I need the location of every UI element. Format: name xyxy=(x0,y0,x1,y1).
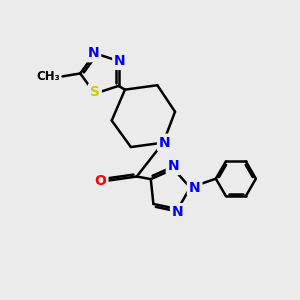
Text: N: N xyxy=(88,46,99,60)
Text: O: O xyxy=(94,174,106,188)
Text: N: N xyxy=(114,54,126,68)
Text: CH₃: CH₃ xyxy=(36,70,60,83)
Text: N: N xyxy=(172,205,184,219)
Text: N: N xyxy=(168,159,179,173)
Text: S: S xyxy=(90,85,100,99)
Text: N: N xyxy=(189,181,200,194)
Text: N: N xyxy=(159,136,170,150)
